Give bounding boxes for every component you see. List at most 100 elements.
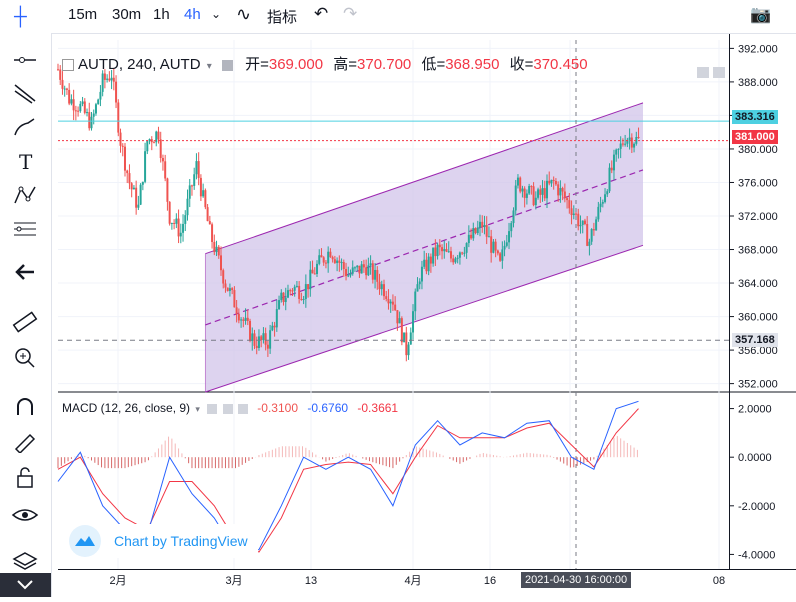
magnet-icon[interactable] — [10, 395, 40, 419]
candle-body — [351, 267, 354, 274]
candle-body — [358, 265, 361, 274]
candle-body — [345, 269, 348, 277]
candle-body — [108, 78, 111, 81]
candle-body — [70, 99, 73, 104]
price-axis-label: 388.000 — [738, 77, 778, 89]
candle-body — [548, 180, 551, 184]
candle-body — [412, 311, 415, 333]
candle-body — [356, 265, 359, 268]
close-icon[interactable] — [237, 403, 248, 414]
candle-body — [322, 257, 325, 263]
candle-body — [385, 296, 388, 299]
open-label: 开= — [245, 56, 269, 73]
zoom-in-icon[interactable] — [10, 345, 40, 369]
chevron-down-icon[interactable]: ▾ — [195, 404, 200, 414]
timeframe-15m[interactable]: 15m — [68, 6, 98, 23]
macd-title[interactable]: MACD (12, 26, close, 9) — [62, 401, 191, 415]
layers-icon[interactable] — [10, 549, 40, 573]
pane-controls[interactable] — [697, 67, 727, 78]
candle-body — [173, 222, 176, 224]
candle-body — [63, 88, 66, 90]
candle-body — [298, 285, 301, 299]
candle-body — [101, 73, 104, 92]
candle-body — [514, 185, 517, 211]
candle-body — [427, 256, 430, 272]
indicators-icon[interactable]: ∿ — [236, 4, 252, 24]
chevron-down-icon[interactable]: ⌄ — [211, 7, 222, 21]
price-axis-label: 356.000 — [738, 345, 778, 357]
candle-body — [490, 236, 493, 253]
candle-body — [465, 243, 468, 253]
macd-histogram-value: -0.3100 — [257, 401, 298, 415]
price-axis-label: 376.000 — [738, 177, 778, 189]
fib-tools-icon[interactable] — [10, 217, 40, 241]
candle-body — [331, 257, 334, 260]
candle-body — [601, 202, 604, 204]
text-icon[interactable]: T — [10, 149, 40, 173]
candle-body — [92, 113, 95, 117]
visibility-icon[interactable] — [207, 403, 218, 414]
pattern-icon[interactable] — [10, 183, 40, 207]
macd-axis-label: 0.0000 — [738, 452, 772, 464]
timeframe-1h[interactable]: 1h — [153, 6, 170, 23]
macd-legend: MACD (12, 26, close, 9) ▾ -0.3100 -0.676… — [62, 401, 398, 415]
settings-icon[interactable] — [222, 403, 233, 414]
candle-body — [94, 104, 97, 114]
tradingview-branding[interactable]: Chart by TradingView — [68, 524, 258, 558]
arrow-left-icon[interactable] — [10, 260, 40, 284]
candle-body — [391, 301, 394, 305]
candle-body — [376, 269, 379, 282]
symbol-label[interactable]: AUTD, 240, AUTD — [78, 56, 201, 73]
channel-lower-line — [205, 244, 644, 393]
candle-body — [496, 250, 499, 254]
candle-body — [420, 266, 423, 282]
candle-body — [106, 78, 109, 80]
pencil-lock-icon[interactable] — [10, 429, 40, 453]
candle-body — [164, 161, 167, 179]
candle-body — [266, 344, 269, 349]
channel-mid-line — [205, 169, 644, 326]
candle-body — [590, 229, 593, 242]
candle-body — [79, 103, 82, 112]
price-axis-label: 352.000 — [738, 379, 778, 391]
candle-body — [389, 301, 392, 304]
trend-lines-icon[interactable] — [10, 81, 40, 105]
candle-body — [257, 336, 260, 348]
lock-icon[interactable] — [10, 465, 40, 489]
candle-body — [88, 112, 91, 129]
symbol-icon[interactable] — [62, 59, 74, 72]
candle-body — [135, 187, 138, 208]
candle-body — [311, 269, 314, 274]
candle-body — [157, 131, 160, 140]
candle-body — [628, 137, 631, 140]
move-up-icon[interactable] — [697, 67, 709, 78]
undo-icon[interactable]: ↶ — [314, 4, 329, 23]
collapse-toolbar-button[interactable] — [0, 573, 51, 597]
settings-icon[interactable] — [221, 59, 233, 71]
camera-icon[interactable]: 📷 — [750, 5, 772, 24]
candle-body — [519, 177, 522, 192]
timeframe-30m[interactable]: 30m — [112, 6, 142, 23]
chevron-down-icon[interactable]: ▾ — [206, 61, 212, 72]
candle-body — [177, 218, 180, 237]
candle-body — [302, 299, 305, 301]
candle-body — [487, 236, 490, 238]
crosshair-icon[interactable]: ┼ — [14, 6, 27, 26]
timeframe-4h[interactable]: 4h — [184, 6, 201, 23]
ruler-icon[interactable] — [10, 310, 40, 334]
move-down-icon[interactable] — [713, 67, 725, 78]
candle-body — [342, 262, 345, 270]
eye-icon[interactable] — [10, 503, 40, 527]
candle-body — [436, 244, 439, 257]
indicators-button[interactable]: 指标 — [267, 9, 298, 26]
candle-body — [318, 255, 321, 264]
candle-body — [481, 221, 484, 228]
candle-body — [566, 198, 569, 201]
candle-body — [307, 284, 310, 290]
candle-body — [253, 333, 256, 346]
brush-icon[interactable] — [10, 115, 40, 139]
candle-body — [577, 213, 580, 227]
candle-body — [570, 208, 573, 216]
horizontal-line-icon[interactable] — [10, 48, 40, 72]
